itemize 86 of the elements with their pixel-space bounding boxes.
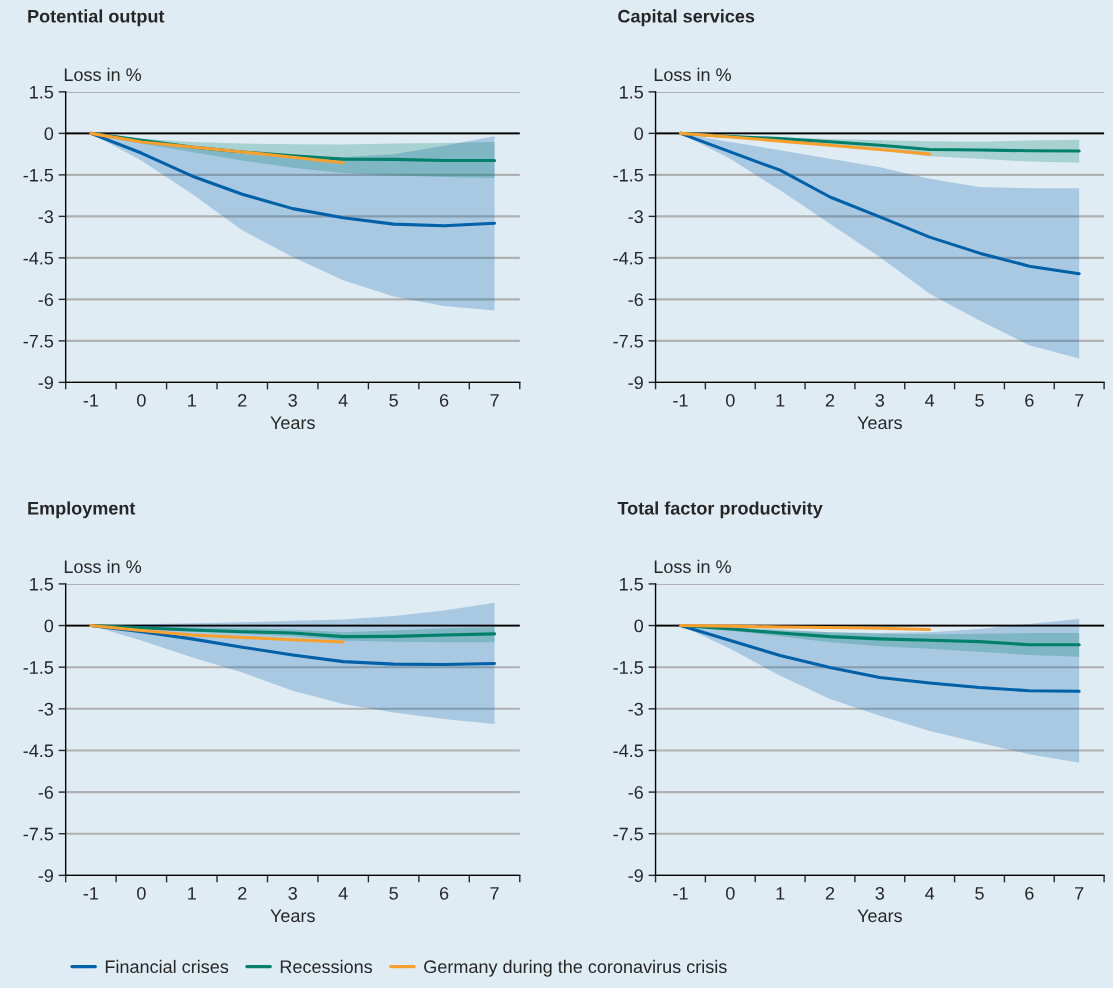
y-tick-label: 1.5	[30, 578, 54, 591]
y-tick-label: -6	[38, 293, 54, 307]
x-tick-label: 7	[1075, 887, 1084, 900]
y-tick-label: -1.5	[613, 169, 643, 182]
y-tick-label: 1.5	[30, 86, 54, 99]
x-tick-label: 6	[439, 393, 449, 407]
y-axis-title: Loss in %	[64, 559, 142, 574]
x-tick-label: 6	[439, 886, 449, 900]
y-tick-label: 0	[44, 619, 54, 633]
chart-title: Total factor productivity	[617, 501, 823, 519]
y-tick-label: -4.5	[613, 251, 643, 265]
y-tick-label: -1.5	[613, 661, 643, 674]
x-tick-label: 1	[776, 394, 785, 407]
x-tick-label: 4	[925, 394, 935, 407]
x-tick-label: -1	[673, 887, 688, 900]
x-tick-label: 4	[338, 394, 348, 407]
y-tick-label: -6	[38, 786, 54, 799]
y-tick-label: -1.5	[23, 169, 54, 182]
y-tick-label: 0	[634, 619, 644, 633]
y-tick-label: -7.5	[23, 334, 54, 348]
x-tick-label: 1	[188, 887, 196, 900]
legend-label: Recessions	[280, 959, 373, 974]
y-tick-label: -4.5	[23, 744, 54, 758]
y-tick-label: 1.5	[620, 578, 643, 591]
x-tick-label: 4	[925, 887, 935, 900]
y-tick-label: -7.5	[613, 334, 643, 348]
x-tick-label: 0	[137, 393, 146, 407]
x-tick-label: 3	[875, 393, 885, 407]
x-tick-label: 3	[288, 393, 297, 407]
y-tick-label: -7.5	[23, 827, 54, 841]
y-tick-label: -3	[38, 210, 54, 224]
x-axis-title: Years	[857, 416, 902, 430]
y-tick-label: -6	[628, 786, 643, 799]
x-tick-label: -1	[83, 394, 99, 407]
x-tick-label: 3	[288, 886, 297, 900]
x-tick-label: -1	[83, 887, 99, 900]
y-tick-label: 0	[634, 127, 644, 141]
y-axis-title: Loss in %	[654, 559, 731, 574]
legend-label: Financial crises	[105, 959, 229, 974]
x-tick-label: 5	[389, 394, 398, 407]
x-tick-label: 0	[137, 886, 146, 900]
x-tick-label: 6	[1025, 393, 1034, 407]
x-tick-label: 5	[389, 887, 398, 900]
y-tick-label: -3	[628, 210, 643, 224]
x-tick-label: 2	[238, 886, 247, 900]
x-tick-label: 1	[188, 394, 196, 407]
x-tick-label: 7	[490, 887, 499, 900]
x-tick-label: 2	[238, 393, 247, 407]
legend-label: Germany during the coronavirus crisis	[424, 959, 727, 977]
x-axis-title: Years	[270, 416, 315, 430]
x-tick-label: 1	[776, 887, 785, 900]
chart-title: Capital services	[618, 9, 755, 27]
x-tick-label: 7	[490, 394, 499, 407]
y-tick-label: -9	[628, 869, 643, 883]
y-tick-label: 0	[44, 127, 54, 141]
x-tick-label: 3	[875, 886, 885, 900]
x-tick-label: -1	[673, 394, 688, 407]
y-axis-title: Loss in %	[64, 67, 142, 82]
y-tick-label: -9	[628, 376, 643, 390]
x-tick-label: 2	[825, 393, 835, 407]
x-tick-label: 6	[1025, 886, 1034, 900]
chart-title: Employment	[28, 501, 136, 519]
x-tick-label: 2	[825, 886, 835, 900]
y-tick-label: -6	[628, 293, 643, 307]
y-tick-label: 1.5	[620, 86, 643, 99]
y-axis-title: Loss in %	[654, 67, 731, 82]
y-tick-label: -7.5	[613, 827, 643, 841]
chart-title: Potential output	[28, 9, 165, 27]
x-tick-label: 5	[975, 394, 984, 407]
y-tick-label: -9	[38, 869, 54, 883]
y-tick-label: -3	[628, 702, 643, 716]
line-series	[89, 131, 345, 165]
line-series	[89, 624, 345, 644]
y-tick-label: -3	[38, 702, 54, 716]
x-tick-label: 4	[338, 887, 348, 900]
x-tick-label: 0	[726, 393, 735, 407]
x-tick-label: 5	[975, 887, 984, 900]
y-tick-label: -9	[38, 376, 54, 390]
x-axis-title: Years	[270, 909, 315, 923]
y-tick-label: -1.5	[23, 661, 54, 674]
y-tick-label: -4.5	[23, 251, 54, 265]
line-series	[678, 131, 932, 156]
x-tick-label: 0	[726, 886, 735, 900]
x-axis-title: Years	[857, 909, 902, 923]
y-tick-label: -4.5	[613, 744, 643, 758]
x-tick-label: 7	[1075, 394, 1084, 407]
